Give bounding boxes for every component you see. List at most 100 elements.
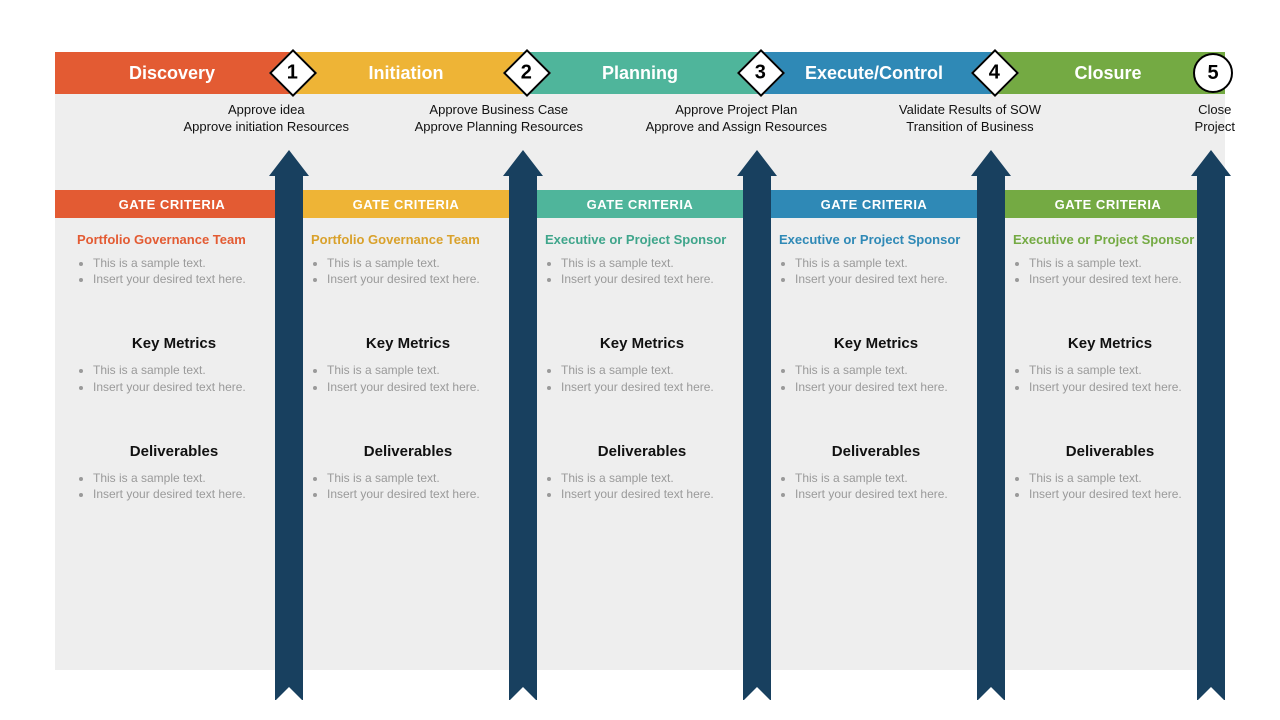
deliverables-title: Deliverables bbox=[1013, 443, 1207, 460]
sponsor-bullets: This is a sample text. Insert your desir… bbox=[77, 255, 271, 287]
bullet: Insert your desired text here. bbox=[1029, 486, 1207, 502]
deliverables-bullets: This is a sample text. Insert your desir… bbox=[545, 470, 739, 502]
phase-label: Planning bbox=[602, 63, 678, 84]
approve-col: Validate Results of SOW Transition of Bu… bbox=[757, 94, 991, 190]
phase-execute: Execute/Control 4 bbox=[757, 52, 991, 94]
ribbon-arrow-3 bbox=[743, 150, 771, 700]
bullet: This is a sample text. bbox=[561, 255, 739, 271]
ribbon-shaft bbox=[743, 176, 771, 700]
bullet: Insert your desired text here. bbox=[561, 379, 739, 395]
arrow-head-icon bbox=[1191, 150, 1231, 176]
deliverables-title: Deliverables bbox=[545, 443, 739, 460]
ribbon-arrow-2 bbox=[509, 150, 537, 700]
gate-header: GATE CRITERIA bbox=[289, 190, 523, 218]
bullet: Insert your desired text here. bbox=[1029, 379, 1207, 395]
bullet: Insert your desired text here. bbox=[327, 379, 505, 395]
bullet: This is a sample text. bbox=[93, 362, 271, 378]
bullet: Insert your desired text here. bbox=[327, 486, 505, 502]
metrics-bullets: This is a sample text. Insert your desir… bbox=[545, 362, 739, 394]
metrics-bullets: This is a sample text. Insert your desir… bbox=[311, 362, 505, 394]
arrow-head-icon bbox=[737, 150, 777, 176]
metrics-title: Key Metrics bbox=[779, 335, 973, 352]
deliverables-bullets: This is a sample text. Insert your desir… bbox=[1013, 470, 1207, 502]
phase-discovery: Discovery 1 bbox=[55, 52, 289, 94]
bullet: Insert your desired text here. bbox=[327, 271, 505, 287]
arrow-head-icon bbox=[269, 150, 309, 176]
column-4: Executive or Project Sponsor This is a s… bbox=[757, 218, 991, 670]
deliverables-bullets: This is a sample text. Insert your desir… bbox=[311, 470, 505, 502]
bullet: Insert your desired text here. bbox=[561, 271, 739, 287]
phase-label: Discovery bbox=[129, 63, 215, 84]
bullet: This is a sample text. bbox=[327, 470, 505, 486]
phase-planning: Planning 3 bbox=[523, 52, 757, 94]
phase-bar: Discovery 1 Initiation 2 Planning 3 Exec… bbox=[55, 52, 1225, 94]
ribbon-arrow-5 bbox=[1197, 150, 1225, 700]
sponsor-bullets: This is a sample text. Insert your desir… bbox=[1013, 255, 1207, 287]
column-1: Portfolio Governance Team This is a samp… bbox=[55, 218, 289, 670]
bullet: This is a sample text. bbox=[1029, 255, 1207, 271]
approve-col: Approve Business Case Approve Planning R… bbox=[289, 94, 523, 190]
column-3: Executive or Project Sponsor This is a s… bbox=[523, 218, 757, 670]
sponsor-bullets: This is a sample text. Insert your desir… bbox=[779, 255, 973, 287]
bullet: This is a sample text. bbox=[93, 470, 271, 486]
ribbon-arrow-1 bbox=[275, 150, 303, 700]
ribbon-shaft bbox=[977, 176, 1005, 700]
ribbon-shaft bbox=[275, 176, 303, 700]
ribbon-notch-icon bbox=[275, 687, 303, 701]
bullet: This is a sample text. bbox=[1029, 362, 1207, 378]
phase-closure: Closure 5 bbox=[991, 52, 1225, 94]
bullet: This is a sample text. bbox=[561, 362, 739, 378]
metrics-title: Key Metrics bbox=[311, 335, 505, 352]
column-5: Executive or Project Sponsor This is a s… bbox=[991, 218, 1225, 670]
ribbon-notch-icon bbox=[743, 687, 771, 701]
bullet: Insert your desired text here. bbox=[93, 486, 271, 502]
deliverables-bullets: This is a sample text. Insert your desir… bbox=[779, 470, 973, 502]
approve-text-5: Close Project bbox=[1195, 102, 1235, 136]
slide: Discovery 1 Initiation 2 Planning 3 Exec… bbox=[0, 0, 1280, 720]
columns: Portfolio Governance Team This is a samp… bbox=[55, 218, 1225, 670]
ribbon-notch-icon bbox=[977, 687, 1005, 701]
phase-label: Initiation bbox=[369, 63, 444, 84]
ribbon-shaft bbox=[509, 176, 537, 700]
bullet: This is a sample text. bbox=[93, 255, 271, 271]
arrow-head-icon bbox=[503, 150, 543, 176]
bullet: This is a sample text. bbox=[327, 255, 505, 271]
ribbon-notch-icon bbox=[1197, 687, 1225, 701]
metrics-title: Key Metrics bbox=[77, 335, 271, 352]
column-2: Portfolio Governance Team This is a samp… bbox=[289, 218, 523, 670]
bullet: Insert your desired text here. bbox=[795, 486, 973, 502]
metrics-bullets: This is a sample text. Insert your desir… bbox=[779, 362, 973, 394]
gate-header: GATE CRITERIA bbox=[991, 190, 1225, 218]
metrics-bullets: This is a sample text. Insert your desir… bbox=[77, 362, 271, 394]
bullet: This is a sample text. bbox=[1029, 470, 1207, 486]
bullet: Insert your desired text here. bbox=[795, 379, 973, 395]
bullet: This is a sample text. bbox=[327, 362, 505, 378]
ribbon-notch-icon bbox=[509, 687, 537, 701]
approve-area: Approve idea Approve initiation Resource… bbox=[55, 94, 1225, 190]
bullet: Insert your desired text here. bbox=[795, 271, 973, 287]
bullet: Insert your desired text here. bbox=[561, 486, 739, 502]
sponsor-label: Portfolio Governance Team bbox=[311, 232, 505, 247]
deliverables-title: Deliverables bbox=[311, 443, 505, 460]
metrics-title: Key Metrics bbox=[1013, 335, 1207, 352]
phase-label: Closure bbox=[1074, 63, 1141, 84]
approve-col: Approve Project Plan Approve and Assign … bbox=[523, 94, 757, 190]
approve-texts: Approve idea Approve initiation Resource… bbox=[55, 94, 1225, 190]
sponsor-bullets: This is a sample text. Insert your desir… bbox=[311, 255, 505, 287]
bullet: This is a sample text. bbox=[795, 362, 973, 378]
metrics-title: Key Metrics bbox=[545, 335, 739, 352]
gate-bar: GATE CRITERIA GATE CRITERIA GATE CRITERI… bbox=[55, 190, 1225, 218]
phase-initiation: Initiation 2 bbox=[289, 52, 523, 94]
gate-header: GATE CRITERIA bbox=[523, 190, 757, 218]
deliverables-title: Deliverables bbox=[779, 443, 973, 460]
sponsor-bullets: This is a sample text. Insert your desir… bbox=[545, 255, 739, 287]
bullet: This is a sample text. bbox=[795, 255, 973, 271]
sponsor-label: Executive or Project Sponsor bbox=[779, 232, 973, 247]
ribbon-shaft bbox=[1197, 176, 1225, 700]
phase-label: Execute/Control bbox=[805, 63, 943, 84]
sponsor-label: Portfolio Governance Team bbox=[77, 232, 271, 247]
sponsor-label: Executive or Project Sponsor bbox=[1013, 232, 1207, 247]
sponsor-label: Executive or Project Sponsor bbox=[545, 232, 739, 247]
gate-header: GATE CRITERIA bbox=[757, 190, 991, 218]
gate-header: GATE CRITERIA bbox=[55, 190, 289, 218]
